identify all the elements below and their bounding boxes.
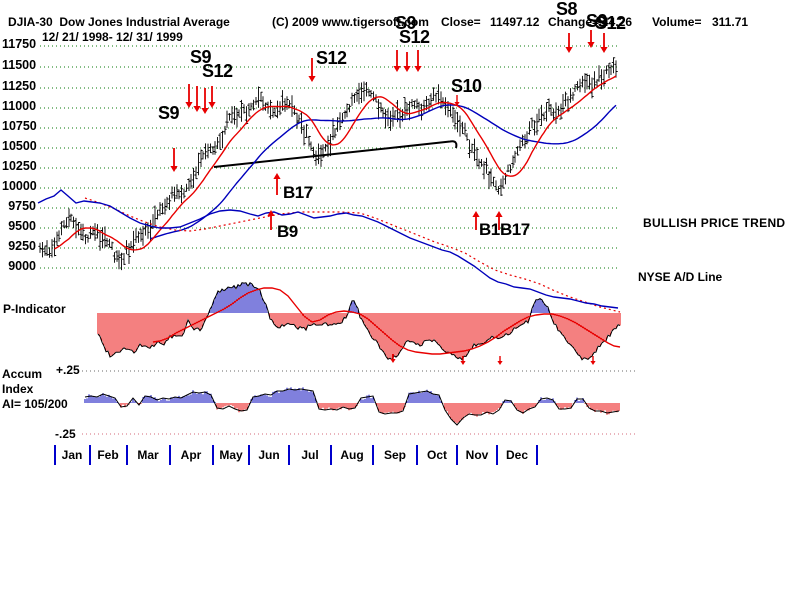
arrow-head-icon: [403, 66, 411, 72]
y-axis-label: 9000: [8, 259, 36, 273]
volume-label: Volume=: [652, 15, 702, 29]
nyse-ad-line: [37, 189, 619, 309]
index-label: Index: [2, 382, 34, 396]
signal-label-s12: S12: [316, 48, 347, 68]
bullish-trend-text: BULLISH PRICE TREND: [643, 216, 786, 230]
close-label: Close=: [441, 15, 481, 29]
change-label: Change=: [548, 15, 600, 29]
signal-label-s9: S9: [395, 13, 417, 33]
chart-title: DJIA-30 Dow Jones Industrial Average: [8, 15, 230, 29]
arrow-head-icon: [308, 76, 316, 82]
signal-label-s9: S9: [586, 11, 608, 31]
arrow-head-icon: [472, 211, 480, 217]
arrow-head-icon: [201, 108, 209, 114]
signal-label-b1: B1: [479, 220, 500, 239]
close-value: 11497.12: [490, 15, 540, 29]
y-axis-label: 10750: [2, 119, 37, 133]
month-label: Mar: [137, 448, 159, 462]
signal-label-s12: S12: [595, 13, 626, 33]
y-axis-label: 11250: [2, 79, 37, 93]
y-axis-label: 10000: [2, 179, 37, 193]
ad-dotted-line: [84, 197, 621, 313]
change-value: 44.26: [602, 15, 633, 29]
p-indicator-label: P-Indicator: [3, 302, 66, 316]
y-axis-label: 11500: [2, 58, 37, 72]
month-label: Aug: [340, 448, 364, 462]
arrow-head-icon: [414, 66, 422, 72]
month-label: Jun: [258, 448, 280, 462]
arrow-head-icon: [393, 66, 401, 72]
arrow-head-icon: [460, 361, 466, 365]
signal-label-s12: S12: [202, 61, 233, 81]
y-axis-label: 11000: [2, 99, 37, 113]
signal-label-b9: B9: [277, 222, 298, 241]
y-axis-label: 10500: [2, 139, 37, 153]
arrow-head-icon: [587, 42, 595, 48]
lower-band-label: -.25: [55, 427, 76, 441]
accum-label: Accum: [2, 367, 43, 381]
arrow-head-icon: [170, 166, 178, 172]
y-axis-label: 9250: [8, 239, 36, 253]
arrow-head-icon: [454, 102, 460, 106]
arrow-head-icon: [208, 102, 216, 108]
arrow-head-icon: [497, 361, 503, 365]
month-label: May: [219, 448, 243, 462]
arrow-head-icon: [273, 173, 281, 179]
arrow-head-icon: [590, 361, 596, 365]
month-label: Sep: [383, 448, 407, 462]
signal-label-s9: S9: [190, 47, 212, 67]
month-label: Feb: [97, 448, 119, 462]
month-axis-ticks: [54, 445, 538, 465]
copyright-text: (C) 2009 www.tigersoft.com: [272, 15, 429, 29]
signal-label-s9: S9: [158, 103, 180, 123]
price-ohlc-bars: [38, 57, 618, 271]
month-label: Apr: [180, 448, 202, 462]
month-label: Oct: [426, 448, 448, 462]
chart-date-range: 12/ 21/ 1998- 12/ 31/ 1999: [42, 30, 183, 44]
month-label: Dec: [505, 448, 529, 462]
arrow-head-icon: [185, 102, 193, 108]
upper-band-label: +.25: [56, 363, 80, 377]
price-gridlines: [40, 45, 620, 269]
volume-value: 311.71: [712, 15, 749, 29]
arrow-head-icon: [193, 106, 201, 112]
y-axis-label: 9500: [8, 219, 36, 233]
p-indicator-bars-positive: [209, 282, 549, 313]
trendline: [213, 140, 458, 168]
y-axis-label: 10250: [2, 159, 37, 173]
p-indicator-signal-line: [152, 287, 621, 355]
signal-label-b17: B17: [283, 183, 313, 202]
signal-label-s8: S8: [556, 0, 578, 19]
y-axis-label: 9750: [8, 199, 36, 213]
chart-canvas: [37, 30, 638, 465]
red-ma-line: [54, 75, 617, 251]
month-label: Jul: [301, 448, 319, 462]
signal-label-b17: B17: [500, 220, 530, 239]
signal-label-s10: S10: [451, 76, 482, 96]
month-label: Jan: [61, 448, 83, 462]
blue-ma-line: [150, 104, 617, 240]
signal-label-s12: S12: [399, 27, 430, 47]
nyse-ad-line-text: NYSE A/D Line: [638, 270, 723, 284]
arrow-head-icon: [267, 210, 275, 216]
ai-value-label: AI= 105/200: [2, 397, 68, 411]
accum-ai-line: [84, 388, 620, 426]
month-label: Nov: [465, 448, 489, 462]
accum-bars-negative: [118, 403, 620, 424]
arrow-head-icon: [600, 47, 608, 53]
arrow-head-icon: [495, 211, 503, 217]
arrow-head-icon: [565, 47, 573, 53]
arrow-head-icon: [390, 359, 396, 363]
y-axis-label: 11750: [2, 37, 37, 51]
